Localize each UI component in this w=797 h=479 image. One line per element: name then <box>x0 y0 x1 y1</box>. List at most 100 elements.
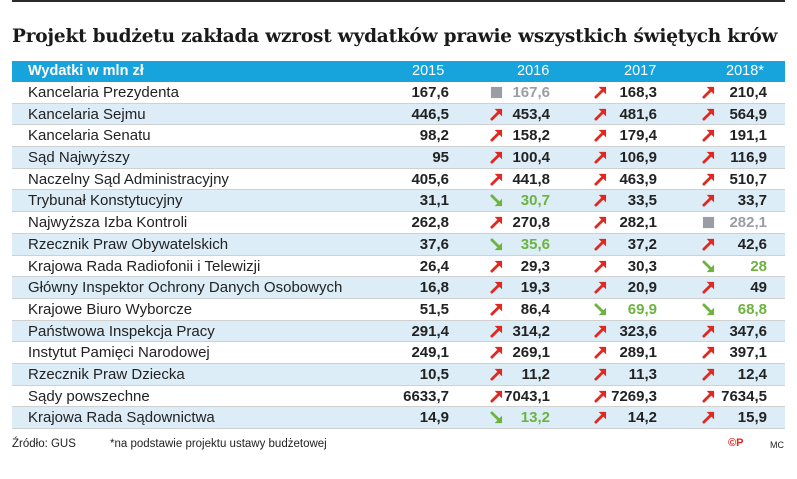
arrow-up-icon <box>490 130 503 142</box>
row-label: Najwyższa Izba Kontroli <box>28 214 188 232</box>
value-cell-2018: 210,4 <box>729 84 767 101</box>
value-cell-2016: 158,2 <box>512 127 550 145</box>
value-cell-2018: 68,8 <box>737 300 767 318</box>
row-label: Krajowa Rada Radiofonii i Telewizji <box>28 257 261 275</box>
arrow-up-icon <box>594 195 607 207</box>
column-header-2015: 2015 <box>412 63 445 79</box>
arrow-up-icon <box>594 217 607 229</box>
value-cell-2015: 31,1 <box>419 192 449 210</box>
source-note: Źródło: GUS <box>12 438 76 450</box>
arrow-up-icon <box>702 108 715 121</box>
author-initials: MC <box>770 440 784 450</box>
value-cell-2017: 168,3 <box>619 84 657 101</box>
value-cell-2015: 16,8 <box>419 279 449 297</box>
value-cell-2015: 262,8 <box>411 214 449 232</box>
row-label: Kancelaria Senatu <box>28 127 151 145</box>
arrow-up-icon <box>702 173 715 186</box>
arrow-up-icon <box>702 368 715 381</box>
value-cell-2016: 35,6 <box>520 235 550 253</box>
value-cell-2015: 291,4 <box>411 322 449 340</box>
row-label: Kancelaria Prezydenta <box>28 84 179 101</box>
arrow-up-icon <box>702 195 715 207</box>
row-label: Instytut Pamięci Narodowej <box>28 344 210 362</box>
table-row: Trybunał Konstytucyjny 31,1 30,7 33,5 33,7 <box>12 190 785 213</box>
value-cell-2016: 269,1 <box>512 344 550 362</box>
arrow-up-icon <box>490 325 503 338</box>
arrow-down-icon <box>702 303 715 315</box>
arrow-up-icon <box>702 151 715 164</box>
value-cell-2018: 397,1 <box>729 344 767 362</box>
arrow-down-icon <box>490 411 503 424</box>
value-cell-2016: 314,2 <box>512 322 550 340</box>
value-cell-2016: 270,8 <box>512 214 550 232</box>
table-row: Kancelaria Prezydenta 167,6 167,6 168,3 210,… <box>12 82 785 104</box>
value-cell-2015: 98,2 <box>419 127 449 145</box>
table-row: Państwowa Inspekcja Pracy 291,4 314,2 323,6… <box>12 320 785 343</box>
row-label: Kancelaria Sejmu <box>28 105 146 123</box>
column-header-2016: 2016 <box>517 63 550 79</box>
arrow-down-icon <box>594 303 607 315</box>
value-cell-2016: 13,2 <box>520 409 550 427</box>
chart-title: Projekt budżetu zakłada wzrost wydatków … <box>12 26 778 47</box>
row-label: Sądy powszechne <box>28 387 150 405</box>
publisher-logo: ©P <box>728 437 744 449</box>
value-cell-2018: 564,9 <box>729 105 767 123</box>
value-cell-2017: 37,2 <box>627 235 657 253</box>
value-cell-2018: 7634,5 <box>721 387 767 405</box>
value-cell-2015: 95 <box>432 149 449 167</box>
table-body: Kancelaria Prezydenta 167,6 167,6 168,3 210,… <box>12 82 785 429</box>
table-row: Sądy powszechne 6633,7 7043,1 7269,3 7634,5 <box>12 386 785 408</box>
value-cell-2015: 37,6 <box>419 235 449 253</box>
column-header-2017: 2017 <box>624 63 657 79</box>
value-cell-2016: 29,3 <box>520 257 550 275</box>
value-cell-2015: 249,1 <box>411 344 449 362</box>
value-cell-2016: 86,4 <box>520 300 550 318</box>
table-row: Instytut Pamięci Narodowej 249,1 269,1 289,… <box>12 342 785 364</box>
arrow-down-icon <box>702 259 715 272</box>
value-cell-2016: 167,6 <box>512 84 550 101</box>
arrow-up-icon <box>490 390 503 403</box>
value-cell-2016: 7043,1 <box>504 387 550 405</box>
value-cell-2018: 28 <box>750 257 767 275</box>
value-cell-2017: 14,2 <box>627 409 657 427</box>
arrow-up-icon <box>594 412 607 424</box>
row-label: Główny Inspektor Ochrony Danych Osobowyc… <box>28 279 343 297</box>
arrow-up-icon <box>490 173 503 186</box>
row-label: Krajowa Rada Sądownictwa <box>28 409 215 427</box>
value-cell-2017: 323,6 <box>619 322 657 340</box>
arrow-up-icon <box>702 325 715 338</box>
arrow-up-icon <box>594 390 607 403</box>
value-cell-2017: 11,3 <box>628 365 657 383</box>
arrow-up-icon <box>594 282 607 294</box>
value-cell-2018: 191,1 <box>729 127 767 145</box>
value-cell-2016: 11,2 <box>521 365 550 383</box>
value-cell-2017: 463,9 <box>619 170 657 188</box>
arrow-up-icon <box>490 217 503 229</box>
arrow-up-icon <box>702 390 715 403</box>
arrow-up-icon <box>594 347 607 359</box>
value-cell-2018: 15,9 <box>737 409 767 427</box>
top-rule <box>12 0 785 2</box>
arrow-up-icon <box>594 368 607 381</box>
table-row: Najwyższa Izba Kontroli 262,8 270,8 282,1 28… <box>12 212 785 234</box>
table-row: Kancelaria Sejmu 446,5 453,4 481,6 564,9 <box>12 103 785 126</box>
arrow-up-icon <box>490 260 503 273</box>
arrow-up-icon <box>594 325 607 338</box>
value-cell-2015: 10,5 <box>419 365 449 383</box>
arrow-up-icon <box>490 303 503 316</box>
unchanged-square-icon <box>490 86 503 99</box>
arrow-up-icon <box>490 108 503 121</box>
footnote: *na podstawie projektu ustawy budżetowej <box>110 438 327 450</box>
value-cell-2015: 446,5 <box>411 105 449 123</box>
value-cell-2017: 69,9 <box>627 300 657 318</box>
arrow-up-icon <box>490 347 503 359</box>
value-cell-2015: 51,5 <box>419 300 449 318</box>
arrow-up-icon <box>594 173 607 186</box>
value-cell-2015: 14,9 <box>419 409 449 427</box>
arrow-up-icon <box>490 368 503 381</box>
value-cell-2017: 33,5 <box>627 192 657 210</box>
row-header-label: Wydatki w mln zł <box>28 63 144 79</box>
arrow-up-icon <box>594 238 607 251</box>
arrow-up-icon <box>490 151 503 164</box>
value-cell-2018: 347,6 <box>729 322 767 340</box>
